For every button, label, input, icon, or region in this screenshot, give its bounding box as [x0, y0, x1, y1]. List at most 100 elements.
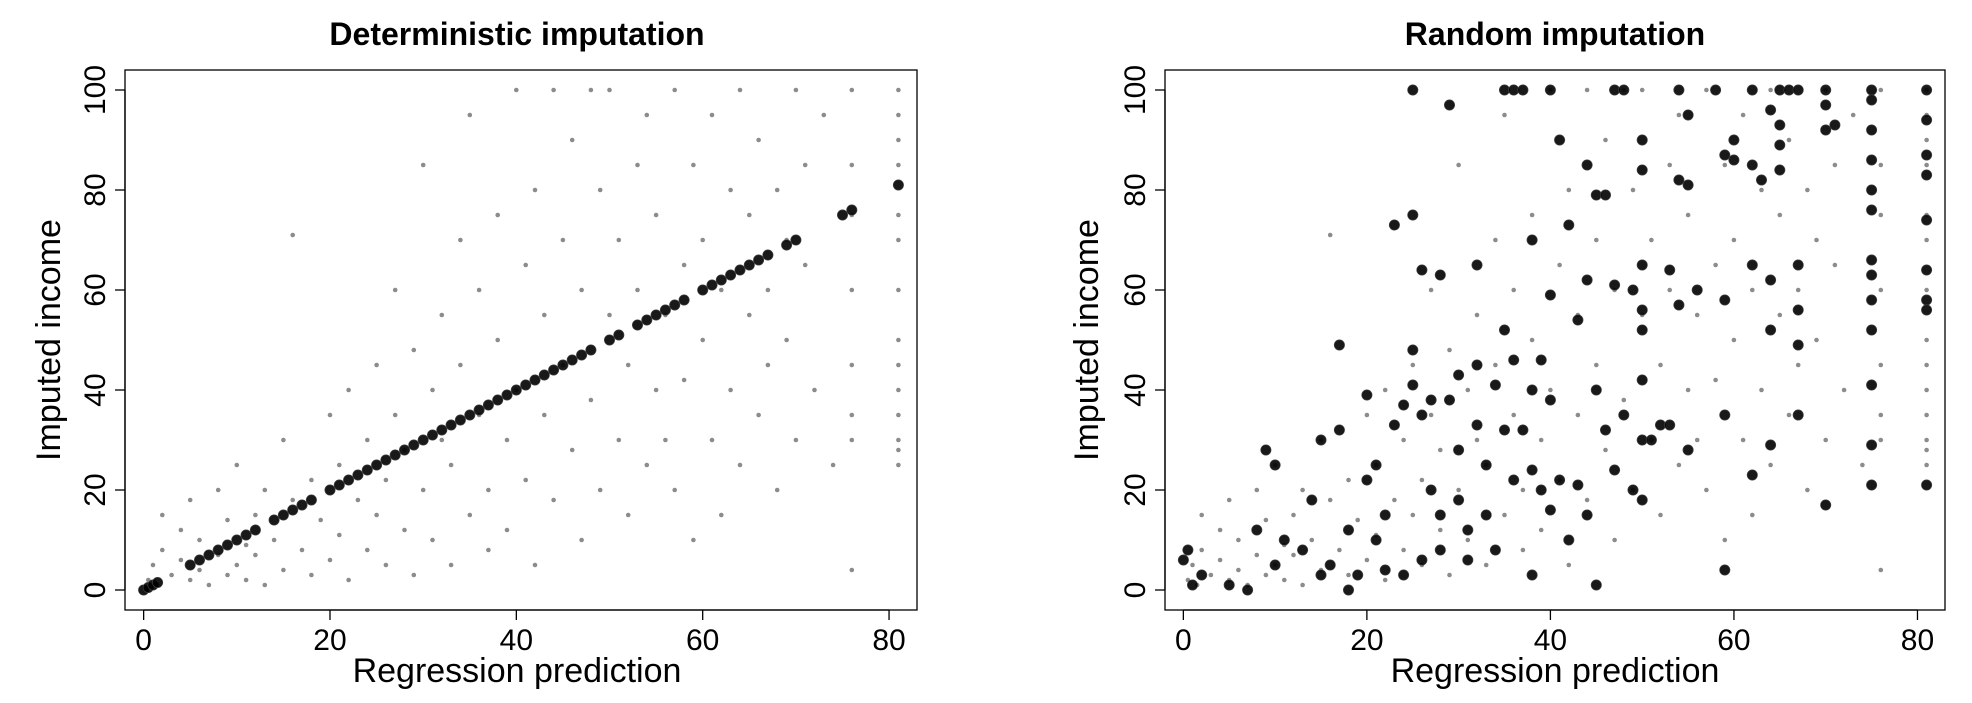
- y-tick-label: 60: [79, 273, 112, 306]
- observed-point: [1777, 312, 1783, 318]
- observed-point: [392, 287, 398, 293]
- observed-point: [1924, 412, 1929, 418]
- observed-point: [1667, 162, 1672, 168]
- imputed-point: [1792, 339, 1804, 351]
- imputed-point: [268, 514, 280, 526]
- observed-point: [1658, 512, 1663, 518]
- imputed-point: [1774, 119, 1786, 131]
- imputed-point: [790, 234, 802, 246]
- imputed-point: [1343, 524, 1355, 536]
- imputed-point: [1627, 484, 1639, 496]
- imputed-point: [1526, 234, 1538, 246]
- observed-point: [1584, 87, 1590, 93]
- observed-point: [588, 397, 594, 403]
- x-tick-label: 60: [686, 624, 719, 657]
- imputed-point: [1636, 259, 1648, 271]
- imputed-point: [1462, 554, 1474, 566]
- observed-point: [187, 577, 193, 583]
- imputed-point: [492, 394, 504, 406]
- observed-point: [1924, 462, 1929, 468]
- observed-point: [1676, 112, 1682, 118]
- imputed-point: [408, 439, 420, 451]
- imputed-point: [1581, 159, 1593, 171]
- observed-point: [1520, 547, 1526, 553]
- imputed-point: [194, 554, 206, 566]
- imputed-point: [389, 449, 401, 461]
- observed-point: [467, 512, 473, 518]
- observed-point: [784, 337, 789, 343]
- imputed-point: [1223, 579, 1235, 591]
- observed-point: [169, 572, 174, 578]
- observed-point: [1291, 552, 1296, 558]
- y-tick-label: 100: [79, 65, 112, 115]
- observed-point: [253, 512, 258, 518]
- observed-point: [1786, 137, 1792, 143]
- observed-point: [243, 577, 249, 583]
- observed-point: [896, 387, 901, 393]
- observed-point: [476, 287, 482, 293]
- observed-point: [691, 162, 696, 168]
- observed-point: [896, 287, 901, 293]
- imputed-point: [1866, 254, 1878, 266]
- observed-point: [672, 487, 677, 493]
- imputed-point: [1792, 409, 1804, 421]
- imputed-point: [1251, 524, 1263, 536]
- observed-point: [1226, 497, 1232, 503]
- imputed-point: [641, 314, 653, 326]
- imputed-point: [650, 309, 662, 321]
- x-tick-label: 60: [1717, 624, 1750, 657]
- imputed-point: [1609, 84, 1621, 96]
- imputed-point: [398, 444, 410, 456]
- observed-point: [1300, 487, 1305, 493]
- imputed-point: [1636, 324, 1648, 336]
- imputed-point: [520, 379, 532, 391]
- observed-point: [1878, 212, 1884, 218]
- y-axis: 0 20 40 60 80 100: [79, 65, 126, 598]
- observed-point: [551, 497, 556, 503]
- imputed-point: [1453, 494, 1465, 506]
- observed-point: [849, 287, 855, 293]
- imputed-point: [249, 524, 261, 536]
- observed-point: [765, 362, 771, 368]
- observed-point: [1511, 412, 1516, 418]
- imputed-point: [631, 319, 643, 331]
- observed-point: [532, 187, 538, 193]
- imputed-point: [222, 539, 234, 551]
- imputed-point: [1508, 84, 1520, 96]
- observed-point: [1603, 447, 1608, 453]
- y-tick-label: 40: [1119, 373, 1152, 406]
- imputed-point: [1508, 474, 1520, 486]
- imputed-point: [1398, 569, 1410, 581]
- observed-point: [1777, 212, 1783, 218]
- observed-point: [579, 537, 584, 543]
- observed-point: [616, 437, 622, 443]
- observed-point: [1768, 462, 1773, 468]
- imputed-point: [1572, 479, 1584, 491]
- observed-point: [719, 287, 724, 293]
- imputed-point: [706, 279, 718, 291]
- imputed-point: [1792, 259, 1804, 271]
- chart-title: Random imputation: [1405, 16, 1705, 52]
- observed-point: [644, 112, 650, 118]
- imputed-point: [1600, 424, 1612, 436]
- imputed-point: [1590, 189, 1602, 201]
- imputed-point: [566, 354, 578, 366]
- observed-point: [1713, 262, 1718, 268]
- imputed-point: [1866, 479, 1878, 491]
- observed-point: [1548, 387, 1553, 393]
- imputed-point: [1636, 134, 1648, 146]
- observed-point: [1502, 112, 1507, 118]
- observed-point: [1823, 437, 1828, 443]
- imputed-points: [1177, 84, 1933, 596]
- observed-point: [542, 312, 547, 318]
- y-axis-label: Imputed income: [1068, 219, 1106, 461]
- observed-point: [160, 547, 165, 553]
- imputed-point: [1756, 174, 1768, 186]
- imputed-point: [1682, 109, 1694, 121]
- observed-point: [579, 287, 584, 293]
- observed-point: [1694, 437, 1700, 443]
- imputed-point: [510, 384, 522, 396]
- imputed-point: [1673, 84, 1685, 96]
- observed-point: [1474, 312, 1480, 318]
